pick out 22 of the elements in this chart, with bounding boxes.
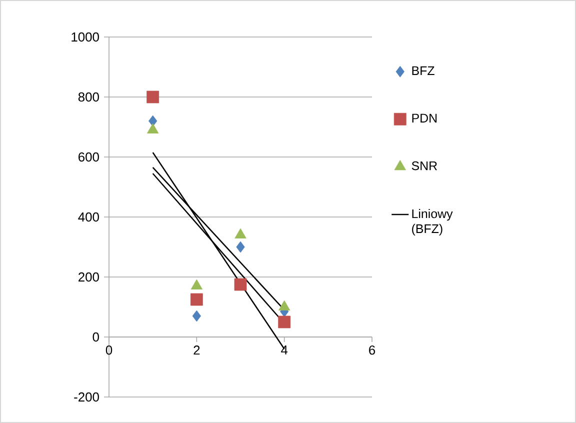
x-tick-label: 2 (194, 346, 200, 355)
y-tick-label: 800 (78, 92, 99, 102)
y-tick-label: 0 (92, 332, 99, 342)
legend-label: Liniowy (BFZ) (412, 208, 453, 236)
legend-label: BFZ (412, 66, 434, 75)
point (236, 241, 245, 253)
x-tick-label: 4 (281, 346, 288, 354)
y-tick-label: 600 (78, 152, 99, 162)
legend-label: SNR (412, 161, 437, 170)
y-tick-label: 400 (78, 212, 99, 222)
y-tick-label: -200 (74, 392, 99, 402)
y-tick-label: 200 (78, 272, 99, 282)
point (148, 115, 158, 127)
x-tick-label: 0 (106, 346, 112, 355)
point (234, 278, 247, 291)
legend-label: PDN (412, 114, 437, 122)
x-tick-label: 6 (369, 346, 376, 355)
point (190, 293, 203, 306)
point (278, 316, 291, 328)
point (146, 90, 160, 104)
point (192, 310, 201, 322)
y-tick-label: 1000 (72, 32, 99, 42)
